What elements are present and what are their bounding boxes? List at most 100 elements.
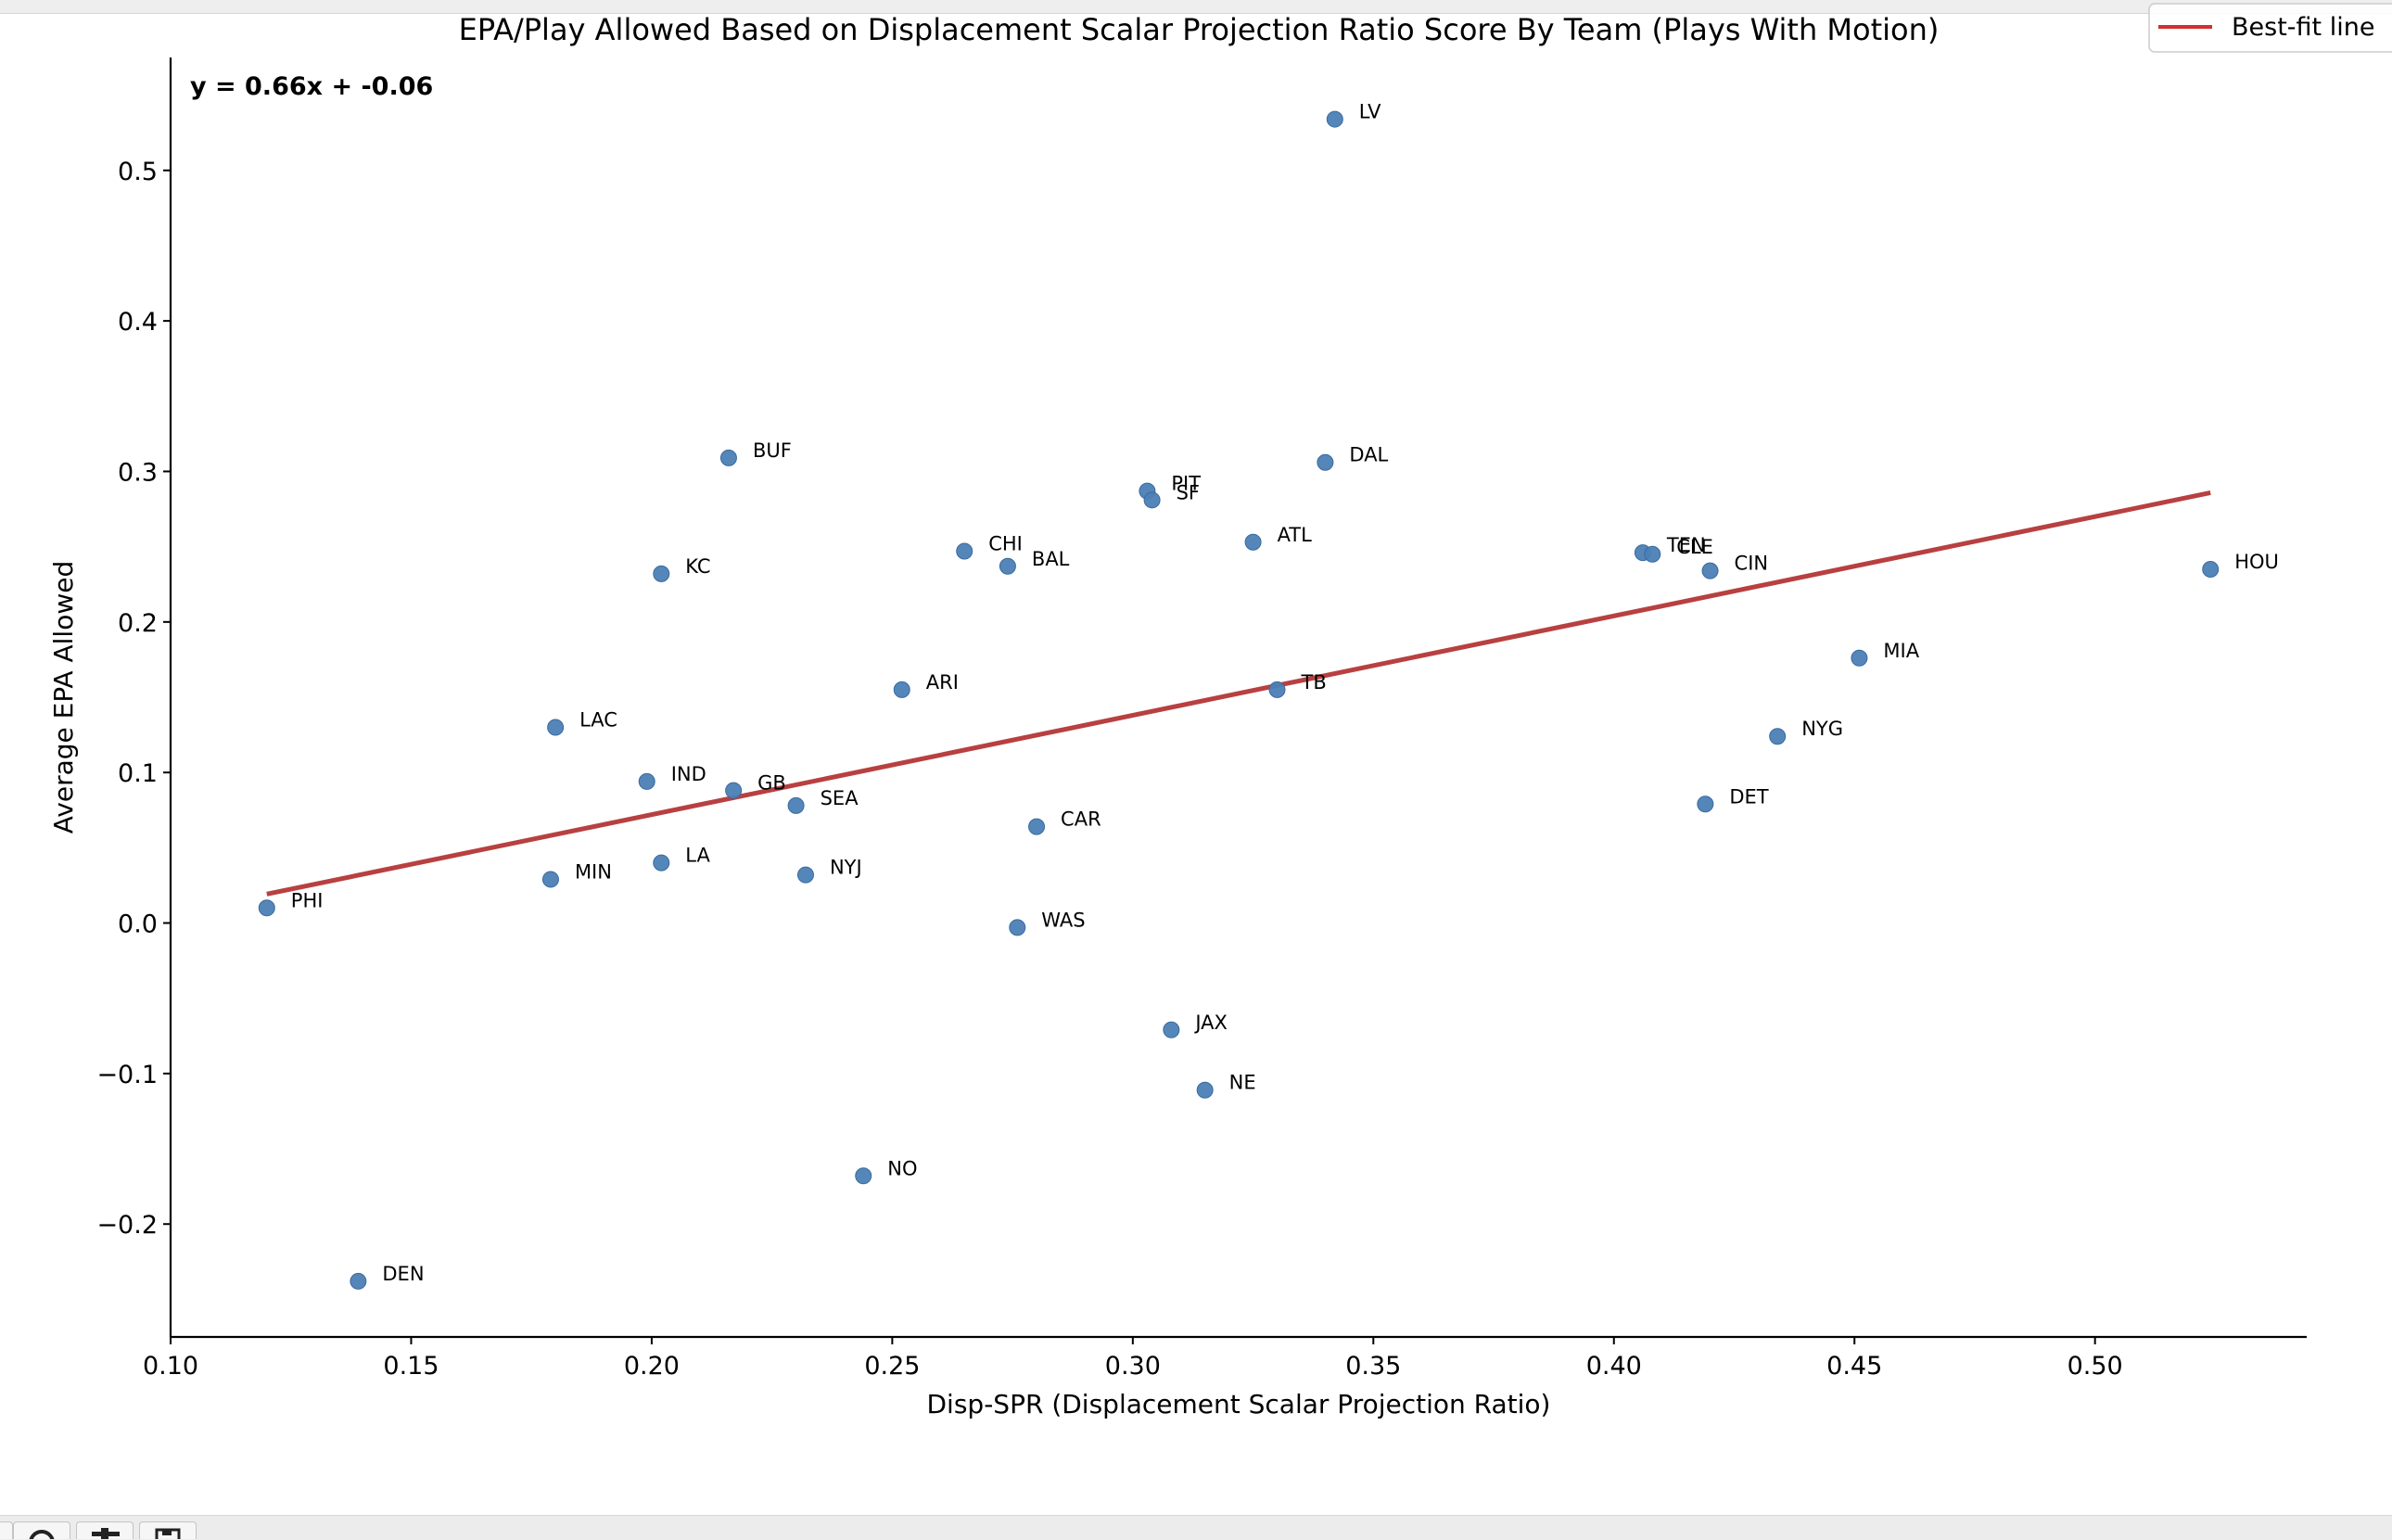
y-tick-label: 0.1 xyxy=(118,759,158,788)
point-label-sea: SEA xyxy=(821,787,859,809)
point-label-la: LA xyxy=(685,845,710,867)
toolbar-button-configure[interactable] xyxy=(76,1521,134,1539)
data-point-atl xyxy=(1244,533,1262,551)
data-point-la xyxy=(653,854,670,872)
y-axis-label: Average EPA Allowed xyxy=(48,561,79,834)
data-point-nyg xyxy=(1769,728,1787,745)
point-label-was: WAS xyxy=(1041,909,1085,931)
x-tick-label: 0.10 xyxy=(143,1352,198,1381)
data-point-nyj xyxy=(796,866,814,884)
point-label-dal: DAL xyxy=(1349,444,1388,466)
x-tick-label: 0.40 xyxy=(1586,1352,1642,1381)
data-point-no xyxy=(855,1167,872,1185)
point-label-min: MIN xyxy=(575,860,612,883)
point-label-chi: CHI xyxy=(988,533,1023,555)
data-point-cle xyxy=(1644,545,1661,563)
data-point-tb xyxy=(1268,681,1286,698)
point-label-nyj: NYJ xyxy=(830,857,862,879)
axes xyxy=(169,57,2307,1339)
x-tick-label: 0.50 xyxy=(2068,1352,2123,1381)
data-point-car xyxy=(1028,818,1046,835)
data-point-sea xyxy=(787,796,805,814)
point-label-ari: ARI xyxy=(926,671,959,694)
bottom-toolbar xyxy=(0,1515,2392,1540)
point-label-ten: TEN xyxy=(1666,534,1706,556)
data-point-hou xyxy=(2202,561,2220,578)
point-label-den: DEN xyxy=(382,1263,424,1285)
point-label-kc: KC xyxy=(685,555,710,578)
point-label-hou: HOU xyxy=(2234,551,2279,573)
point-label-ne: NE xyxy=(1229,1072,1256,1094)
point-label-ind: IND xyxy=(671,763,706,785)
fit-equation: y = 0.66x + -0.06 xyxy=(190,72,433,101)
point-label-sf: SF xyxy=(1177,481,1200,503)
data-point-dal xyxy=(1317,453,1334,471)
toolbar-button-save[interactable] xyxy=(139,1521,197,1539)
save-icon xyxy=(155,1528,181,1539)
point-label-pit: PIT xyxy=(1171,473,1201,495)
data-point-lac xyxy=(547,719,565,736)
point-label-atl: ATL xyxy=(1278,524,1313,546)
y-ticks: −0.2 −0.1 0.0 0.1 0.2 0.3 0.4 0.5 xyxy=(96,158,171,1240)
y-tick-label: 0.3 xyxy=(118,458,158,487)
data-point-den xyxy=(350,1272,367,1290)
data-point-bal xyxy=(999,557,1016,575)
point-label-cle: CLE xyxy=(1676,536,1713,558)
data-point-ind xyxy=(638,772,655,790)
legend-box xyxy=(2148,3,2392,53)
data-point-mia xyxy=(1851,649,1868,667)
data-point-jax xyxy=(1163,1021,1180,1038)
x-tick-label: 0.20 xyxy=(624,1352,680,1381)
data-point-cin xyxy=(1701,562,1719,579)
window-top-strip xyxy=(0,0,2392,14)
data-point-min xyxy=(541,871,559,888)
x-tick-label: 0.35 xyxy=(1345,1352,1401,1381)
data-point-gb xyxy=(725,782,743,799)
point-label-bal: BAL xyxy=(1032,548,1070,570)
best-fit-line xyxy=(266,490,2211,897)
point-label-tb: TB xyxy=(1301,671,1327,694)
point-label-no: NO xyxy=(887,1157,917,1179)
data-point-det xyxy=(1697,795,1714,813)
x-tick-label: 0.15 xyxy=(383,1352,439,1381)
data-point-lv xyxy=(1326,110,1343,128)
point-label-buf: BUF xyxy=(753,439,792,462)
x-tick-label: 0.45 xyxy=(1826,1352,1882,1381)
legend: Best-fit line xyxy=(2148,3,2392,53)
point-label-mia: MIA xyxy=(1883,640,1919,662)
x-tick-label: 0.25 xyxy=(864,1352,920,1381)
data-point-kc xyxy=(653,565,670,582)
y-tick-label: 0.2 xyxy=(118,609,158,638)
data-point-ne xyxy=(1196,1081,1214,1099)
x-tick-label: 0.30 xyxy=(1105,1352,1161,1381)
point-label-cin: CIN xyxy=(1735,553,1769,575)
point-label-nyg: NYG xyxy=(1801,718,1843,740)
point-label-det: DET xyxy=(1729,785,1768,808)
toolbar-button-back[interactable] xyxy=(13,1521,70,1539)
point-label-car: CAR xyxy=(1061,808,1101,831)
y-tick-label: −0.1 xyxy=(96,1061,158,1089)
data-point-sf xyxy=(1143,491,1161,509)
data-point-buf xyxy=(719,449,737,466)
data-point-chi xyxy=(956,542,973,560)
point-label-gb: GB xyxy=(757,772,786,795)
data-point-phi xyxy=(258,899,275,917)
data-point-ari xyxy=(893,681,910,698)
x-axis-label: Disp-SPR (Displacement Scalar Projection… xyxy=(927,1389,1551,1419)
y-tick-label: 0.4 xyxy=(118,308,158,337)
point-label-lv: LV xyxy=(1359,101,1381,123)
point-label-phi: PHI xyxy=(291,889,324,911)
back-icon xyxy=(29,1530,55,1539)
y-tick-label: −0.2 xyxy=(96,1211,158,1240)
toolbar-button-home[interactable] xyxy=(0,1521,13,1539)
data-point-was xyxy=(1009,919,1026,936)
y-tick-label: 0.0 xyxy=(118,910,158,939)
chart-title: EPA/Play Allowed Based on Displacement S… xyxy=(459,12,1940,47)
point-label-jax: JAX xyxy=(1193,1012,1228,1034)
x-ticks: 0.10 0.15 0.20 0.25 0.30 0.35 0.40 0.45 0.50 xyxy=(143,1337,2123,1381)
legend-entry-best-fit: Best-fit line xyxy=(2232,13,2374,42)
sliders-icon xyxy=(92,1528,120,1539)
y-tick-label: 0.5 xyxy=(118,158,158,186)
